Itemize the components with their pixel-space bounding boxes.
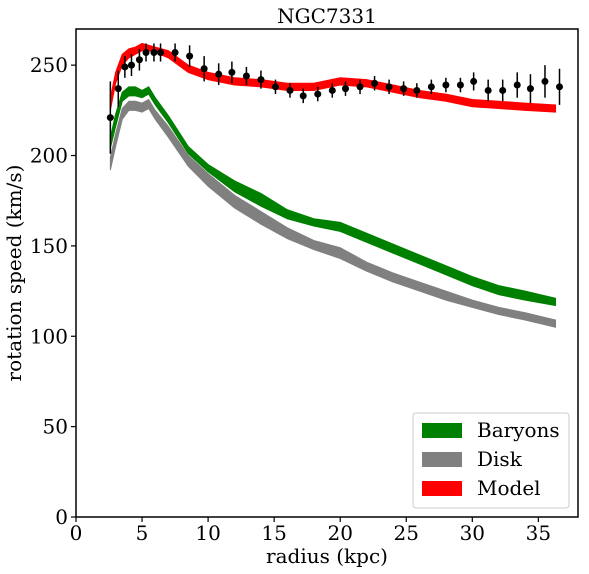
y-axis-label: rotation speed (km/s) bbox=[2, 165, 26, 382]
data-point bbox=[135, 56, 143, 64]
data-point bbox=[470, 77, 478, 85]
chart-title: NGC7331 bbox=[277, 4, 377, 28]
data-point bbox=[556, 83, 564, 91]
data-point bbox=[286, 86, 294, 94]
y-tick-label: 250 bbox=[30, 53, 68, 77]
data-point bbox=[271, 83, 279, 91]
data-point bbox=[215, 70, 223, 78]
data-point bbox=[328, 86, 336, 94]
data-point bbox=[121, 63, 129, 71]
x-tick-label: 5 bbox=[136, 521, 149, 545]
data-point bbox=[186, 52, 194, 60]
data-point bbox=[427, 83, 435, 91]
data-point bbox=[171, 48, 179, 56]
x-tick-label: 10 bbox=[195, 521, 220, 545]
band-baryons bbox=[109, 86, 557, 307]
x-tick-label: 0 bbox=[70, 521, 83, 545]
band-disk bbox=[109, 98, 557, 328]
data-point bbox=[456, 81, 464, 89]
data-point bbox=[314, 90, 322, 98]
data-point bbox=[356, 83, 364, 91]
data-point bbox=[484, 86, 492, 94]
data-point bbox=[200, 65, 208, 73]
plot-frame bbox=[75, 28, 579, 518]
x-axis-label: radius (kpc) bbox=[266, 544, 388, 568]
legend-swatch-baryons bbox=[422, 423, 462, 438]
data-point bbox=[299, 92, 307, 100]
plot-area bbox=[106, 42, 564, 328]
data-point bbox=[385, 83, 393, 91]
y-tick-label: 0 bbox=[55, 505, 68, 529]
data-point bbox=[257, 76, 265, 84]
x-tick-label: 30 bbox=[460, 521, 485, 545]
y-tick-label: 50 bbox=[43, 415, 68, 439]
axes: 0 5 10 15 20 25 30 35 0 50 100 150 200 250 bbox=[30, 28, 579, 545]
legend-swatch-model bbox=[422, 481, 462, 496]
y-tick-label: 100 bbox=[30, 324, 68, 348]
x-tick-label: 25 bbox=[394, 521, 419, 545]
data-point bbox=[371, 79, 379, 87]
data-point bbox=[150, 48, 158, 56]
data-point bbox=[499, 86, 507, 94]
data-point bbox=[142, 48, 150, 56]
data-point bbox=[157, 48, 165, 56]
data-point bbox=[106, 114, 114, 122]
y-tick-label: 200 bbox=[30, 144, 68, 168]
y-tick-label: 150 bbox=[30, 234, 68, 258]
data-point bbox=[513, 81, 521, 89]
data-point bbox=[114, 85, 122, 93]
data-point bbox=[400, 85, 408, 93]
legend-label-model: Model bbox=[477, 476, 541, 500]
data-point bbox=[341, 85, 349, 93]
data-point bbox=[127, 61, 135, 69]
legend-swatch-disk bbox=[422, 452, 462, 467]
data-point bbox=[413, 86, 421, 94]
legend-label-disk: Disk bbox=[477, 447, 523, 471]
x-tick-label: 35 bbox=[526, 521, 551, 545]
legend: Baryons Disk Model bbox=[412, 412, 570, 509]
legend-label-baryons: Baryons bbox=[477, 418, 560, 442]
data-point bbox=[541, 77, 549, 85]
data-point bbox=[228, 68, 236, 76]
x-tick-label: 15 bbox=[261, 521, 286, 545]
data-point bbox=[242, 72, 250, 80]
data-point bbox=[526, 85, 534, 93]
data-point bbox=[442, 81, 450, 89]
x-tick-label: 20 bbox=[327, 521, 352, 545]
